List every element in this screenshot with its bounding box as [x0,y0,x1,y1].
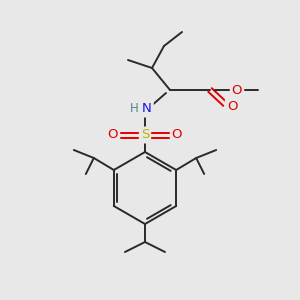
Text: O: O [172,128,182,142]
Text: O: O [232,83,242,97]
Text: H: H [130,103,138,116]
Text: O: O [227,100,237,113]
Text: S: S [141,128,149,142]
Text: N: N [142,103,152,116]
Text: O: O [108,128,118,142]
